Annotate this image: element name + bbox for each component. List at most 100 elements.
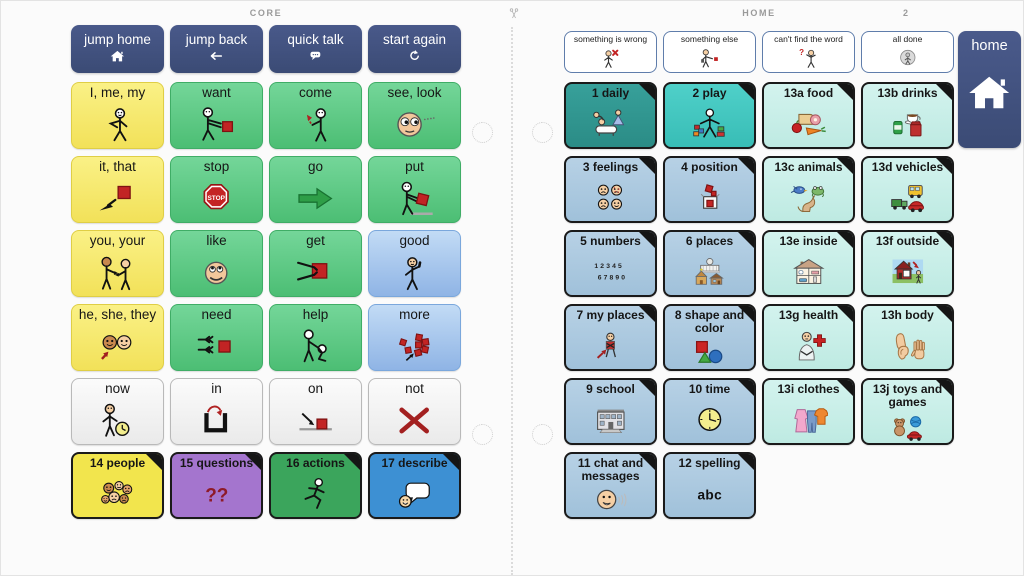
cell-13j-toys-and-games[interactable]: 13j toys and games — [861, 378, 954, 445]
cell-help[interactable]: help — [269, 304, 362, 371]
cell-you-your[interactable]: you, your — [71, 230, 164, 297]
svg-text:??: ?? — [205, 486, 228, 507]
cell-label: 13b drinks — [877, 86, 938, 100]
daily-icon — [566, 100, 655, 147]
cell-16-actions[interactable]: 16 actions — [269, 452, 362, 519]
not-icon — [369, 396, 460, 444]
cell-he-she-they[interactable]: he, she, they — [71, 304, 164, 371]
cell-4-position[interactable]: 4 position — [663, 156, 756, 223]
all-done-icon — [894, 44, 922, 73]
school-icon — [566, 396, 655, 443]
feelings-icon — [566, 174, 655, 221]
cell-11-chat-and-messages[interactable]: 11 chat and messages — [564, 452, 657, 519]
page-turn-indicator — [472, 424, 493, 445]
cell-in[interactable]: in — [170, 378, 263, 445]
button-jump-back[interactable]: jump back — [170, 25, 263, 73]
on-icon — [270, 396, 361, 444]
cell-5-numbers[interactable]: 5 numbers 12345 67890 — [564, 230, 657, 297]
cell-10-time[interactable]: 10 time — [663, 378, 756, 445]
cell-good[interactable]: good — [368, 230, 461, 297]
scissors-icon[interactable] — [502, 7, 522, 27]
cell-6-places[interactable]: 6 places — [663, 230, 756, 297]
something-wrong-icon — [597, 44, 625, 73]
button-all-done[interactable]: all done — [861, 31, 954, 73]
cell-label: 2 play — [692, 86, 727, 100]
cell-13g-health[interactable]: 13g health — [762, 304, 855, 371]
cell-14-people[interactable]: 14 people — [71, 452, 164, 519]
cell-label: want — [202, 85, 231, 100]
restart-icon — [406, 49, 423, 66]
cell-label: put — [405, 159, 424, 174]
home-button[interactable]: home — [958, 31, 1021, 148]
cell-13a-food[interactable]: 13a food — [762, 82, 855, 149]
cell-more[interactable]: more — [368, 304, 461, 371]
cell-label: jump back — [185, 32, 248, 47]
cell-15-questions[interactable]: 15 questions?? — [170, 452, 263, 519]
button-quick-talk[interactable]: quick talk — [269, 25, 362, 73]
button-jump-home[interactable]: jump home — [71, 25, 164, 73]
cell-come[interactable]: come — [269, 82, 362, 149]
cell-13b-drinks[interactable]: 13b drinks — [861, 82, 954, 149]
cell-8-shape-and-color[interactable]: 8 shape and color — [663, 304, 756, 371]
cell-label: 7 my places — [576, 308, 645, 322]
cell-label: 14 people — [89, 456, 146, 470]
cell-label: jump home — [84, 32, 151, 47]
put-icon — [369, 174, 460, 222]
cell-label: 13c animals — [774, 160, 843, 174]
cell-on[interactable]: on — [269, 378, 362, 445]
cell-see-look[interactable]: see, look — [368, 82, 461, 149]
see-look-icon — [369, 100, 460, 148]
cell-13f-outside[interactable]: 13f outside — [861, 230, 954, 297]
cell-13h-body[interactable]: 13h body — [861, 304, 954, 371]
cell-stop[interactable]: stop STOP — [170, 156, 263, 223]
cell-like[interactable]: like — [170, 230, 263, 297]
cell-label: now — [105, 381, 130, 396]
cell-i-me-my[interactable]: I, me, my — [71, 82, 164, 149]
cell-label: quick talk — [287, 32, 344, 47]
position-icon — [665, 174, 754, 221]
running-person-icon — [271, 470, 360, 517]
cell-go[interactable]: go — [269, 156, 362, 223]
button-something-else[interactable]: something else — [663, 31, 756, 73]
need-icon — [171, 322, 262, 370]
home-quick-row: something is wrong something else can't fi… — [564, 31, 954, 73]
cell-need[interactable]: need — [170, 304, 263, 371]
cell-label: 13e inside — [779, 234, 838, 248]
cell-label: 13f outside — [875, 234, 940, 248]
cell-label: can't find the word — [774, 34, 843, 44]
cell-want[interactable]: want — [170, 82, 263, 149]
come-icon — [270, 100, 361, 148]
i-me-my-icon — [72, 100, 163, 148]
cell-label: stop — [203, 159, 230, 174]
cell-2-play[interactable]: 2 play — [663, 82, 756, 149]
cell-get[interactable]: get — [269, 230, 362, 297]
cell-13d-vehicles[interactable]: 13d vehicles — [861, 156, 954, 223]
cell-label: 12 spelling — [678, 456, 741, 470]
page-turn-indicator — [472, 122, 493, 143]
cell-17-describe[interactable]: 17 describe — [368, 452, 461, 519]
cell-label: 9 school — [586, 382, 635, 396]
cell-1-daily[interactable]: 1 daily — [564, 82, 657, 149]
button-start-again[interactable]: start again — [368, 25, 461, 73]
cell-13i-clothes[interactable]: 13i clothes — [762, 378, 855, 445]
cell-7-my-places[interactable]: 7 my places — [564, 304, 657, 371]
cell-put[interactable]: put — [368, 156, 461, 223]
button-can-t-find-the-word[interactable]: can't find the word? — [762, 31, 855, 73]
cell-3-feelings[interactable]: 3 feelings — [564, 156, 657, 223]
play-icon — [665, 100, 754, 147]
cell-now[interactable]: now — [71, 378, 164, 445]
cell-13c-animals[interactable]: 13c animals — [762, 156, 855, 223]
cell-12-spelling[interactable]: 12 spelling abc — [663, 452, 756, 519]
button-something-is-wrong[interactable]: something is wrong — [564, 31, 657, 73]
cell-9-school[interactable]: 9 school — [564, 378, 657, 445]
get-icon — [270, 248, 361, 296]
cell-label: 15 questions — [179, 456, 254, 470]
cell-label: 6 places — [685, 234, 734, 248]
more-icon — [369, 322, 460, 370]
board-title-home: HOME — [742, 8, 776, 18]
cell-not[interactable]: not — [368, 378, 461, 445]
in-icon — [171, 396, 262, 444]
cell-it-that[interactable]: it, that — [71, 156, 164, 223]
you-your-icon — [72, 248, 163, 296]
cell-13e-inside[interactable]: 13e inside — [762, 230, 855, 297]
